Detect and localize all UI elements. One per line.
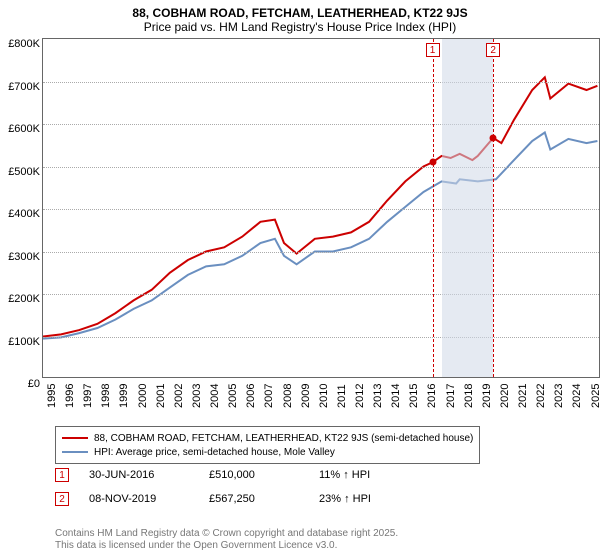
sale-row: 2 08-NOV-2019 £567,250 23% ↑ HPI (55, 492, 371, 506)
sale-delta: 11% ↑ HPI (319, 469, 370, 481)
y-axis-label: £0 (0, 378, 40, 390)
x-axis-label: 2012 (354, 384, 366, 408)
x-axis-label: 2009 (300, 384, 312, 408)
gridline (43, 167, 599, 168)
x-axis-label: 2024 (571, 384, 583, 408)
x-axis-label: 2010 (318, 384, 330, 408)
x-axis-label: 2020 (499, 384, 511, 408)
legend-swatch (62, 451, 88, 453)
sale-point (429, 159, 436, 166)
chart-title: 88, COBHAM ROAD, FETCHAM, LEATHERHEAD, K… (0, 0, 600, 20)
x-axis-label: 1997 (82, 384, 94, 408)
sale-point (490, 134, 497, 141)
x-axis-label: 2015 (408, 384, 420, 408)
x-axis-label: 2004 (209, 384, 221, 408)
x-axis-label: 2006 (245, 384, 257, 408)
legend-row: 88, COBHAM ROAD, FETCHAM, LEATHERHEAD, K… (62, 431, 473, 445)
y-axis-label: £800K (0, 38, 40, 50)
y-axis-label: £400K (0, 208, 40, 220)
gridline (43, 252, 599, 253)
y-axis-label: £200K (0, 293, 40, 305)
footer-licence: This data is licensed under the Open Gov… (55, 540, 337, 551)
footer-copyright: Contains HM Land Registry data © Crown c… (55, 528, 398, 539)
x-axis-label: 1996 (64, 384, 76, 408)
x-axis-label: 2007 (263, 384, 275, 408)
y-axis-label: £100K (0, 336, 40, 348)
x-axis-label: 2025 (590, 384, 600, 408)
y-axis-label: £600K (0, 123, 40, 135)
sale-price: £567,250 (209, 493, 299, 505)
series-hpi (43, 133, 597, 339)
y-axis-label: £500K (0, 166, 40, 178)
gridline (43, 124, 599, 125)
gridline (43, 209, 599, 210)
x-axis-label: 2014 (390, 384, 402, 408)
chart-subtitle: Price paid vs. HM Land Registry's House … (0, 20, 600, 38)
x-axis-label: 2022 (535, 384, 547, 408)
sale-marker-label: 2 (486, 43, 500, 57)
x-axis-label: 2023 (553, 384, 565, 408)
sale-marker-label: 1 (426, 43, 440, 57)
gridline (43, 337, 599, 338)
x-axis-label: 2017 (445, 384, 457, 408)
chart-plot-area: 12 (42, 38, 600, 378)
x-axis-label: 2001 (155, 384, 167, 408)
x-axis-label: 1995 (46, 384, 58, 408)
legend-swatch (62, 437, 88, 439)
legend-label: 88, COBHAM ROAD, FETCHAM, LEATHERHEAD, K… (94, 433, 473, 444)
sale-row: 1 30-JUN-2016 £510,000 11% ↑ HPI (55, 468, 370, 482)
sale-index-box: 2 (55, 492, 69, 506)
sale-date: 08-NOV-2019 (89, 493, 189, 505)
sale-marker-line (433, 39, 434, 377)
gridline (43, 294, 599, 295)
x-axis-label: 2008 (282, 384, 294, 408)
sale-date: 30-JUN-2016 (89, 469, 189, 481)
x-axis-label: 2019 (481, 384, 493, 408)
x-axis-label: 2003 (191, 384, 203, 408)
x-axis-label: 2002 (173, 384, 185, 408)
sale-delta: 23% ↑ HPI (319, 493, 371, 505)
legend-row: HPI: Average price, semi-detached house,… (62, 445, 473, 459)
x-axis-label: 2000 (137, 384, 149, 408)
legend: 88, COBHAM ROAD, FETCHAM, LEATHERHEAD, K… (55, 426, 480, 464)
x-axis-label: 2016 (426, 384, 438, 408)
x-axis-label: 2005 (227, 384, 239, 408)
x-axis-label: 1999 (118, 384, 130, 408)
x-axis-label: 1998 (100, 384, 112, 408)
y-axis-label: £300K (0, 251, 40, 263)
interval-band (442, 39, 494, 377)
sale-index-box: 1 (55, 468, 69, 482)
y-axis-label: £700K (0, 81, 40, 93)
x-axis-label: 2018 (463, 384, 475, 408)
x-axis-label: 2011 (336, 384, 348, 408)
sale-price: £510,000 (209, 469, 299, 481)
x-axis-label: 2013 (372, 384, 384, 408)
sale-marker-line (493, 39, 494, 377)
series-price (43, 77, 597, 336)
gridline (43, 82, 599, 83)
legend-label: HPI: Average price, semi-detached house,… (94, 447, 335, 458)
x-axis-label: 2021 (517, 384, 529, 408)
